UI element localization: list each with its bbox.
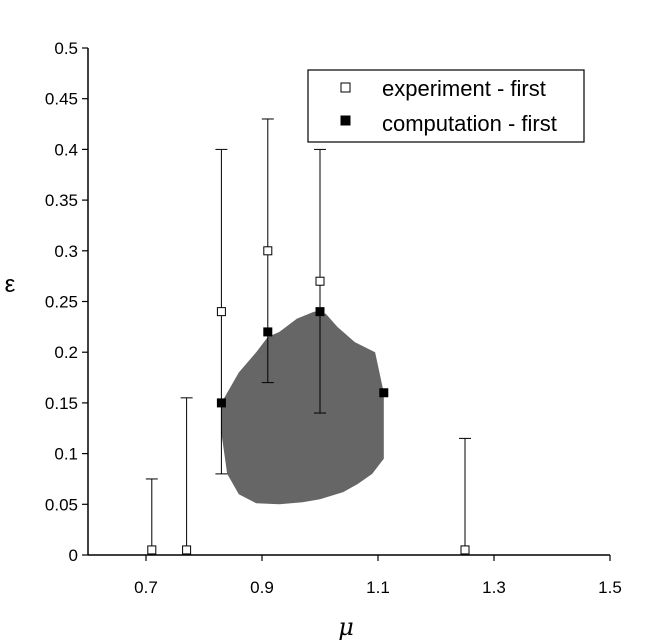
computation-point <box>315 307 325 317</box>
x-tick-label: 1.1 <box>366 578 390 597</box>
legend-label-computation: computation - first <box>382 111 557 136</box>
computation-point <box>379 388 389 398</box>
y-tick-label: 0.2 <box>54 343 78 362</box>
y-tick-label: 0 <box>69 546 78 565</box>
y-tick-label: 0.35 <box>45 191 78 210</box>
x-axis-title: μ <box>338 613 354 641</box>
y-tick-label: 0.5 <box>54 39 78 58</box>
experiment-point <box>263 246 273 256</box>
y-tick-label: 0.45 <box>45 90 78 109</box>
legend-marker-experiment <box>340 82 351 93</box>
x-tick-label: 1.5 <box>598 578 622 597</box>
legend-marker-computation <box>340 115 351 126</box>
experiment-point <box>315 276 325 286</box>
experiment-point <box>460 545 470 555</box>
y-axis-title: ε <box>5 271 16 298</box>
y-tick-label: 0.4 <box>54 140 78 159</box>
experiment-point <box>147 545 157 555</box>
computation-point <box>263 327 273 337</box>
experiment-point <box>216 307 226 317</box>
y-tick-label: 0.15 <box>45 394 78 413</box>
legend-box <box>307 69 585 143</box>
region-shape <box>221 311 384 505</box>
y-tick-label: 0.3 <box>54 242 78 261</box>
legend: experiment - first computation - first <box>307 69 585 143</box>
experiment-point <box>182 545 192 555</box>
computation-point <box>216 398 226 408</box>
y-tick-label: 0.1 <box>54 445 78 464</box>
legend-label-experiment: experiment - first <box>382 76 546 101</box>
y-tick-label: 0.25 <box>45 293 78 312</box>
x-tick-label: 1.3 <box>482 578 506 597</box>
x-tick-label: 0.7 <box>134 578 158 597</box>
x-tick-label: 0.9 <box>250 578 274 597</box>
y-tick-label: 0.05 <box>45 495 78 514</box>
